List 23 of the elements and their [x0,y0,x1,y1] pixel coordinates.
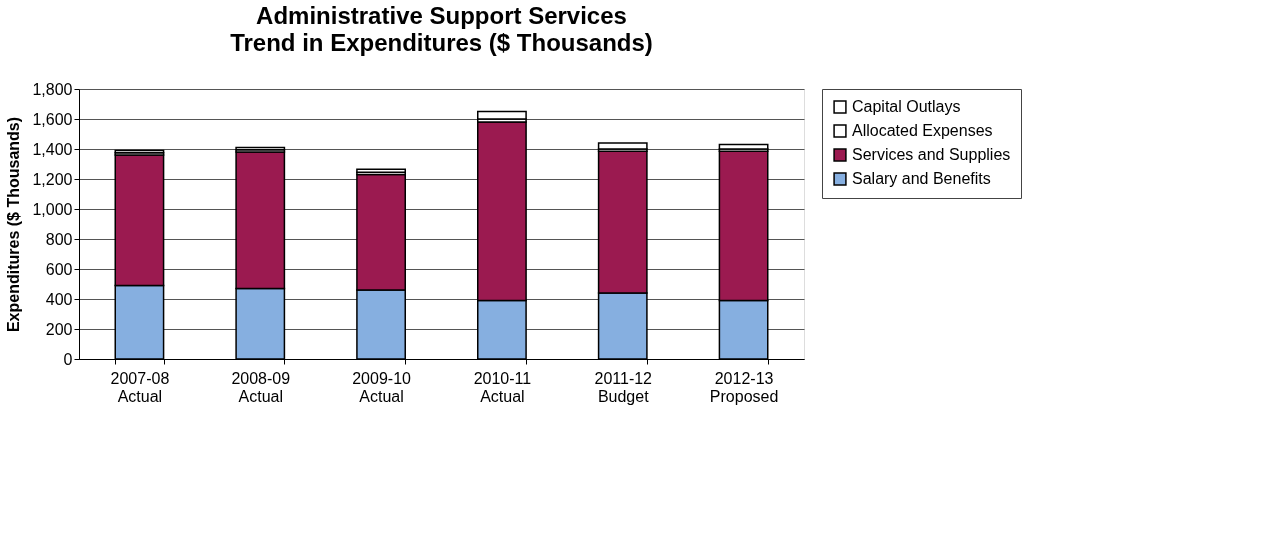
legend-label: Allocated Expenses [852,122,993,139]
x-tick-label: 2008-09 Actual [231,369,291,405]
y-tick-label: 600 [45,260,73,278]
y-tick-label: 0 [63,350,73,368]
legend-label: Capital Outlays [852,98,961,115]
y-tick-label: 200 [45,320,73,338]
y-tick-label: 1,400 [32,140,73,158]
y-tick-label: 800 [45,230,73,248]
legend-label: Services and Supplies [852,146,1011,163]
y-tick-label: 400 [45,290,73,308]
chart-title: Administrative Support Services [256,2,627,29]
y-tick-label: 1,000 [32,200,73,218]
legend-label: Salary and Benefits [852,170,991,187]
x-tick-label: 2011-12 Budget [594,369,653,405]
x-tick-label: 2012-13 Proposed [709,369,779,405]
x-tick-label: 2007-08 Actual [110,369,170,405]
x-tick-label: 2009-10 Actual [352,369,412,405]
y-tick-label: 1,800 [32,80,73,98]
y-axis-title: Expenditures ($ Thousands) [5,116,23,333]
x-tick-label: 2010-11 Actual [473,369,532,405]
y-tick-label: 1,600 [32,110,73,128]
chart-subtitle: Trend in Expenditures ($ Thousands) [230,29,653,56]
y-tick-label: 1,200 [32,170,73,188]
